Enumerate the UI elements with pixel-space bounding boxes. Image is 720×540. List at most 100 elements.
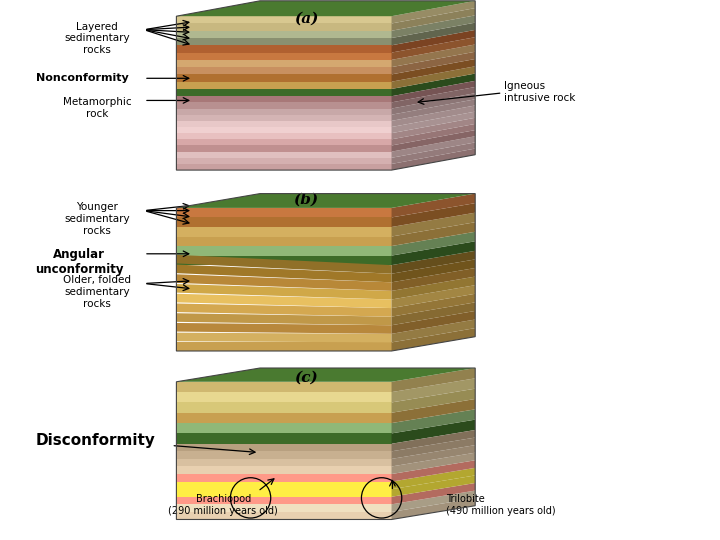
Bar (176, 109, 392, 114)
Bar (176, 413, 392, 423)
Polygon shape (176, 284, 392, 300)
Bar (176, 16, 392, 23)
Bar (176, 434, 392, 444)
Polygon shape (392, 124, 475, 145)
Polygon shape (392, 430, 475, 451)
Polygon shape (392, 420, 475, 444)
Polygon shape (392, 490, 475, 512)
Polygon shape (392, 460, 475, 482)
Bar (176, 512, 392, 519)
Polygon shape (392, 81, 475, 103)
Polygon shape (392, 399, 475, 423)
Polygon shape (176, 255, 392, 274)
Bar (176, 246, 392, 255)
Polygon shape (392, 268, 475, 291)
Polygon shape (392, 213, 475, 237)
Bar (176, 52, 392, 60)
Polygon shape (392, 105, 475, 127)
Bar (176, 38, 392, 45)
Polygon shape (176, 313, 392, 325)
Bar (176, 402, 392, 413)
Polygon shape (176, 274, 392, 291)
Bar (176, 139, 392, 145)
Bar (176, 237, 392, 246)
Text: Igneous
intrusive rock: Igneous intrusive rock (504, 81, 575, 103)
Polygon shape (392, 203, 475, 227)
Bar (176, 89, 392, 96)
Bar (176, 31, 392, 38)
Bar (176, 103, 392, 109)
Polygon shape (392, 130, 475, 152)
Bar (176, 504, 392, 512)
Polygon shape (392, 30, 475, 52)
Bar (176, 218, 392, 227)
Polygon shape (392, 379, 475, 402)
Polygon shape (392, 148, 475, 170)
Polygon shape (176, 342, 392, 351)
Polygon shape (392, 136, 475, 158)
Polygon shape (176, 265, 392, 282)
Text: (b): (b) (294, 193, 318, 207)
Text: Older, folded
sedimentary
rocks: Older, folded sedimentary rocks (63, 275, 131, 308)
Polygon shape (392, 93, 475, 114)
Polygon shape (392, 37, 475, 60)
Bar (176, 45, 392, 52)
Bar (176, 474, 392, 482)
Polygon shape (392, 389, 475, 413)
Polygon shape (392, 328, 475, 351)
Bar (176, 392, 392, 402)
Polygon shape (392, 222, 475, 246)
Bar (176, 451, 392, 459)
Polygon shape (392, 66, 475, 89)
Polygon shape (176, 323, 392, 334)
Bar (176, 23, 392, 31)
Polygon shape (392, 99, 475, 121)
Polygon shape (176, 1, 475, 16)
Text: Metamorphic
rock: Metamorphic rock (63, 97, 132, 119)
Polygon shape (392, 498, 475, 519)
Bar (176, 114, 392, 121)
Polygon shape (392, 311, 475, 334)
Text: (c): (c) (294, 371, 318, 385)
Polygon shape (392, 409, 475, 434)
Bar (176, 82, 392, 89)
Polygon shape (392, 143, 475, 164)
Bar (176, 459, 392, 467)
Polygon shape (392, 87, 475, 109)
Bar (176, 227, 392, 237)
Polygon shape (176, 333, 392, 342)
Polygon shape (392, 468, 475, 489)
Bar (176, 164, 392, 170)
Bar (176, 145, 392, 152)
Bar (176, 158, 392, 164)
Polygon shape (392, 475, 475, 497)
Bar (176, 96, 392, 103)
Polygon shape (392, 73, 475, 96)
Polygon shape (392, 44, 475, 67)
Polygon shape (392, 302, 475, 325)
Polygon shape (392, 241, 475, 265)
Bar (176, 67, 392, 75)
Polygon shape (392, 118, 475, 139)
Bar (176, 489, 392, 497)
Polygon shape (176, 368, 475, 382)
Polygon shape (392, 259, 475, 282)
Polygon shape (392, 112, 475, 133)
Polygon shape (392, 294, 475, 316)
Bar (176, 467, 392, 474)
Bar (176, 121, 392, 127)
Bar (176, 60, 392, 67)
Bar (176, 423, 392, 434)
Bar (176, 152, 392, 158)
Polygon shape (392, 437, 475, 459)
Bar (176, 127, 392, 133)
Polygon shape (392, 232, 475, 255)
Bar (176, 208, 392, 218)
Polygon shape (392, 453, 475, 474)
Bar (176, 497, 392, 504)
Polygon shape (392, 276, 475, 300)
Polygon shape (392, 251, 475, 274)
Polygon shape (176, 303, 392, 316)
Text: Disconformity: Disconformity (36, 433, 156, 448)
Polygon shape (176, 294, 392, 308)
